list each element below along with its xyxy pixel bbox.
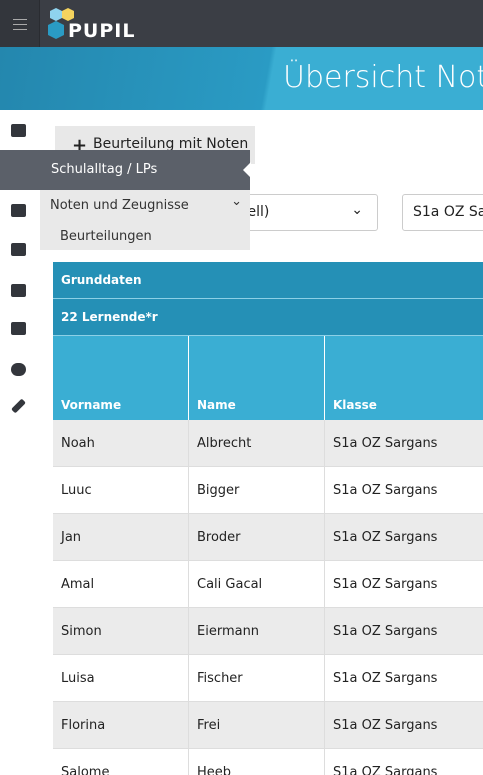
banner [0,47,483,110]
column-divider [188,655,189,701]
column-divider [324,336,325,420]
table-row[interactable]: Luisa Fischer S1a OZ Sargans [53,655,483,702]
column-divider [188,608,189,654]
menu-group[interactable]: Noten und Zeugnisse [50,198,189,213]
table-row[interactable]: Amal Cali Gacal S1a OZ Sargans [53,561,483,608]
column-divider [188,514,189,560]
class-select[interactable]: S1a OZ Sargans [402,194,483,231]
table-cell: Broder [197,530,241,545]
card-icon[interactable] [11,204,26,217]
column-divider [324,420,325,466]
table-row[interactable]: Noah Albrecht S1a OZ Sargans [53,420,483,467]
column-divider [188,420,189,466]
table-cell: S1a OZ Sargans [333,718,438,733]
button-label: Beurteilung mit Noten [93,136,249,152]
column-label[interactable]: Klasse [333,398,377,412]
count-header: 22 Lernende*r [53,299,483,336]
column-divider [188,561,189,607]
menu-item[interactable]: Beurteilungen [60,229,152,244]
table-cell: S1a OZ Sargans [333,483,438,498]
table-row[interactable]: Salome Heeb S1a OZ Sargans [53,749,483,775]
table-cell: Cali Gacal [197,577,263,592]
table-cell: Luuc [61,483,92,498]
column-divider [324,608,325,654]
logo: PUPIL [68,20,136,42]
table-cell: Fischer [197,671,243,686]
table-cell: S1a OZ Sargans [333,577,438,592]
column-divider [324,749,325,775]
menu-toggle[interactable] [0,0,40,47]
table-row[interactable]: Luuc Bigger S1a OZ Sargans [53,467,483,514]
home-icon[interactable] [11,124,26,137]
table-row[interactable]: Jan Broder S1a OZ Sargans [53,514,483,561]
submenu: Noten und Zeugnisse ⌄ Beurteilungen [40,190,250,250]
select-value: S1a OZ Sargans [413,204,483,220]
table-cell: Simon [61,624,102,639]
sign-icon[interactable] [11,243,26,256]
table-cell: Luisa [61,671,95,686]
table-cell: Amal [61,577,95,592]
menu-section[interactable]: Schulalltag / LPs [0,150,251,190]
column-divider [188,702,189,748]
column-divider [188,749,189,775]
table-cell: Bigger [197,483,240,498]
table-cell: S1a OZ Sargans [333,436,438,451]
column-label[interactable]: Vorname [61,398,122,412]
table-cell: Jan [61,530,82,545]
column-divider [324,467,325,513]
chevron: ⌄ [231,194,242,209]
column-label[interactable]: Name [197,398,236,412]
table-cell: Noah [61,436,95,451]
table-cell: Albrecht [197,436,252,451]
heart-icon[interactable] [11,363,26,376]
table-cell: Salome [61,765,110,775]
nav-icon[interactable] [11,284,26,297]
db-icon[interactable] [11,322,26,335]
top-bar [0,0,483,47]
table-cell: Florina [61,718,106,733]
sidebar [0,110,40,775]
column-divider [188,336,189,420]
section-header: Grunddaten [53,262,483,299]
table-cell: S1a OZ Sargans [333,624,438,639]
table-cell: S1a OZ Sargans [333,671,438,686]
students-table: Grunddaten 22 Lernende*r Vorname Name Klas… [53,262,483,775]
table-cell: S1a OZ Sargans [333,530,438,545]
table-row[interactable]: Simon Eiermann S1a OZ Sargans [53,608,483,655]
column-divider [324,655,325,701]
table-cell: Frei [197,718,221,733]
logo-icon [48,8,74,39]
column-divider [324,702,325,748]
table-row[interactable]: Florina Frei S1a OZ Sargans [53,702,483,749]
column-divider [324,514,325,560]
column-header: Vorname Name Klasse [53,336,483,420]
table-cell: S1a OZ Sargans [333,765,438,775]
table-cell: Heeb [197,765,232,775]
column-divider [188,467,189,513]
column-divider [324,561,325,607]
page-title: Übersicht Noten [283,60,483,95]
table-cell: Eiermann [197,624,260,639]
